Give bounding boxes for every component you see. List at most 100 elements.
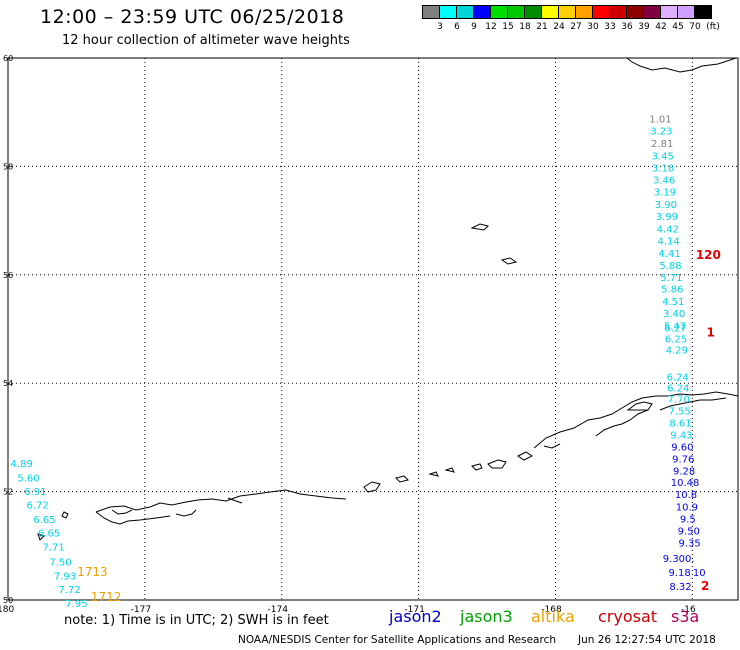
wave-height-reading: 3.46 xyxy=(653,176,675,187)
wave-height-reading: 10.9 xyxy=(676,503,698,514)
wave-height-reading: 3.23 xyxy=(650,126,672,137)
lon-tick-label: -177 xyxy=(131,605,151,615)
wave-height-reading: 6.65 xyxy=(38,529,60,540)
wave-height-reading: 9.18 xyxy=(668,568,690,579)
scale-label: 70 xyxy=(689,22,701,32)
lon-tick-label: -171 xyxy=(404,605,424,615)
coastline-segment xyxy=(533,391,739,449)
wave-height-reading: 6.72 xyxy=(27,500,49,511)
wave-height-reading: 4.89 xyxy=(11,459,33,470)
satellite-legend-cryosat: cryosat xyxy=(598,607,658,626)
wave-height-reading: 9.60 xyxy=(671,442,693,453)
wave-height-reading: 5.71 xyxy=(660,273,682,284)
satellite-legend-jason2: jason2 xyxy=(389,607,442,626)
coastline-segment xyxy=(175,509,197,517)
scale-label: 3 xyxy=(437,22,443,32)
wave-height-reading: 3.40 xyxy=(663,309,685,320)
wave-height-reading: 9.76 xyxy=(672,454,694,465)
wave-height-reading: 9.50 xyxy=(678,526,700,537)
lon-tick-label: -180 xyxy=(0,605,14,615)
coastline-segment xyxy=(363,481,381,493)
color-scale-legend xyxy=(422,5,712,19)
coastline-segment xyxy=(227,497,243,504)
lon-tick-label: -168 xyxy=(541,605,562,615)
lon-tick-label: -16 xyxy=(681,605,696,615)
footer-note: note: 1) Time is in UTC; 2) SWH is in fe… xyxy=(64,613,329,628)
wave-height-reading: 9.300. xyxy=(663,554,695,565)
lat-tick-label: 54 xyxy=(3,379,13,388)
coastline-segment xyxy=(626,57,737,73)
satellite-legend-altika: altika xyxy=(531,607,575,626)
wave-height-reading: 6.91 xyxy=(24,487,46,498)
lon-tick-label: -174 xyxy=(268,605,289,615)
lat-tick-label: 58 xyxy=(3,162,13,171)
wave-height-reading: 6.24 xyxy=(667,383,689,394)
wave-height-reading: 9.43 xyxy=(670,430,692,441)
coastline-segment xyxy=(595,409,649,437)
scale-label: 39 xyxy=(638,22,650,32)
wave-height-reading: 6.24 xyxy=(667,372,689,383)
lat-tick-label: 56 xyxy=(3,271,13,280)
scale-label: 15 xyxy=(502,22,514,32)
wave-height-reading: 3.19 xyxy=(654,188,676,199)
wave-height-reading: 7.50 xyxy=(49,557,71,568)
wave-height-reading: 10 xyxy=(693,568,706,579)
coastline-segment xyxy=(517,451,533,461)
wave-height-reading: 4.14 xyxy=(658,236,680,247)
wave-height-reading: 3.18 xyxy=(652,163,674,174)
wave-height-reading: 7.70 xyxy=(668,395,690,406)
generated-timestamp: Jun 26 12:27:54 UTC 2018 xyxy=(578,634,716,646)
wave-height-reading: 4.29 xyxy=(666,345,688,356)
wave-height-reading: 3.90 xyxy=(655,200,677,211)
wave-height-reading: 4.42 xyxy=(657,225,679,236)
scale-label: 42 xyxy=(655,22,667,32)
map-frame xyxy=(7,57,739,601)
coastline xyxy=(37,57,739,541)
coastline-segment xyxy=(471,463,483,471)
coastline-segment xyxy=(487,459,507,469)
wave-height-reading: 1.01 xyxy=(649,114,671,125)
wave-height-reading: 9.35 xyxy=(679,538,701,549)
wave-height-reading: 5.47 xyxy=(664,322,686,333)
coastline-segment xyxy=(543,443,561,449)
coastline-segment xyxy=(61,511,69,519)
wave-height-reading: 4.41 xyxy=(658,249,680,260)
wave-height-reading: 5.60 xyxy=(17,473,39,484)
wave-height-reading: 6.27 xyxy=(664,324,686,335)
wave-height-reading: 5.86 xyxy=(661,285,683,296)
page-title: 12:00 – 23:59 UTC 06/25/2018 xyxy=(40,6,345,28)
wave-height-reading: 7.93 xyxy=(54,571,76,582)
wave-height-reading: 7.55 xyxy=(668,407,690,418)
scale-label: 9 xyxy=(471,22,477,32)
coastline-segment xyxy=(470,223,489,231)
wave-height-reading: 5.88 xyxy=(659,261,681,272)
wave-height-reading: 7.72 xyxy=(58,585,80,596)
coastline-segment xyxy=(95,489,347,513)
coastline-segment xyxy=(395,475,409,483)
scale-label: 45 xyxy=(672,22,684,32)
scale-label: 27 xyxy=(570,22,582,32)
satellite-legend-jason3: jason3 xyxy=(460,607,513,626)
coastline-segment xyxy=(444,467,455,473)
wave-height-reading: 7.95 xyxy=(65,599,87,610)
wave-height-reading: 4.51 xyxy=(662,297,684,308)
wave-height-reading: 10.8 xyxy=(675,490,697,501)
wave-height-reading: 2.81 xyxy=(651,139,673,150)
wave-height-reading: 8.61 xyxy=(669,419,691,430)
scale-label: 33 xyxy=(604,22,616,32)
altika-reading: 1712 xyxy=(91,590,122,604)
lat-tick-label: 52 xyxy=(3,488,13,497)
scale-swatch xyxy=(694,5,712,19)
scale-label: 36 xyxy=(621,22,633,32)
wave-height-reading: 10.48 xyxy=(671,478,700,489)
coastline-segment xyxy=(659,397,727,411)
wave-height-reading: 7.71 xyxy=(42,543,64,554)
altika-reading: 1713 xyxy=(77,565,108,579)
coastline-segment xyxy=(626,401,653,411)
cryosat-reading: 2 xyxy=(701,579,709,593)
coastline-segment xyxy=(500,257,518,265)
credit-text: NOAA/NESDIS Center for Satellite Applica… xyxy=(238,634,556,646)
scale-label: 21 xyxy=(536,22,548,32)
scale-unit: (ft) xyxy=(706,22,720,32)
